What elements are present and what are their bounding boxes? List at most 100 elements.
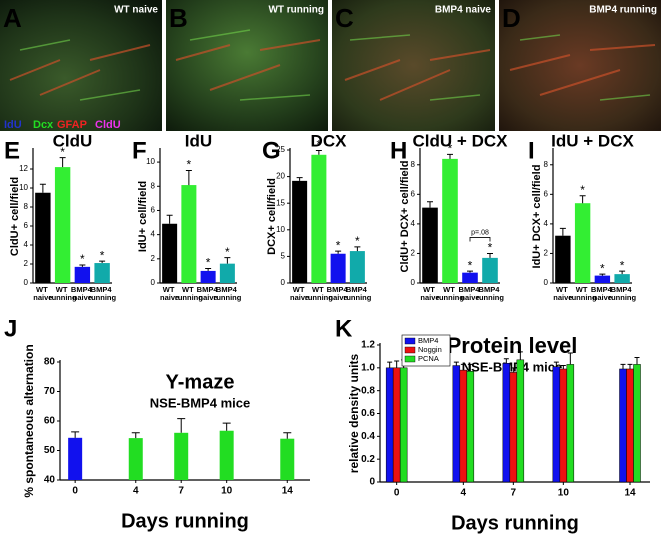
x-tick-label: BMP4 naive bbox=[459, 285, 482, 302]
x-tick-label: 14 bbox=[282, 486, 294, 497]
bar bbox=[502, 363, 511, 483]
y-axis-label: CldU+ DCX+ cell/field bbox=[399, 161, 411, 273]
micrograph bbox=[166, 0, 328, 131]
panel-letter: J bbox=[4, 315, 17, 342]
y-tick-label: 0.2 bbox=[361, 454, 375, 465]
bar bbox=[392, 367, 401, 483]
y-tick-label: 10 bbox=[146, 157, 155, 166]
y-tick-label: 0 bbox=[411, 278, 416, 287]
image-label: WT naive bbox=[114, 5, 158, 16]
y-tick-label: 8 bbox=[411, 160, 416, 169]
error-bar bbox=[579, 195, 586, 204]
y-axis-label: % spontaneous alternation bbox=[22, 344, 36, 497]
y-tick-label: 6 bbox=[24, 221, 29, 230]
error-bar bbox=[39, 183, 46, 193]
significance-star: * bbox=[580, 183, 585, 197]
x-tick-label: 0 bbox=[72, 486, 78, 497]
x-tick-label: 10 bbox=[558, 488, 570, 499]
legend-swatch bbox=[404, 337, 416, 345]
error-bar bbox=[296, 177, 303, 181]
bar bbox=[292, 180, 308, 283]
y-tick-label: 1.2 bbox=[361, 340, 375, 351]
bar bbox=[422, 207, 438, 283]
bar bbox=[174, 432, 189, 480]
legend-swatch bbox=[404, 346, 416, 354]
error-bar bbox=[447, 153, 453, 159]
bar bbox=[399, 367, 408, 483]
error-bar bbox=[79, 264, 86, 267]
bar bbox=[509, 372, 518, 483]
panel-letter: G bbox=[262, 137, 281, 164]
error-bar bbox=[131, 432, 140, 439]
image-label: BMP4 running bbox=[589, 5, 657, 16]
panel-letter: B bbox=[169, 3, 188, 33]
error-bar bbox=[224, 257, 231, 264]
x-tick-label: WT naive bbox=[420, 285, 439, 302]
panel-letter: A bbox=[3, 3, 22, 33]
error-bar bbox=[620, 363, 626, 369]
error-bar bbox=[553, 361, 559, 367]
error-bar bbox=[517, 351, 523, 360]
chart-title: Y-maze bbox=[166, 371, 235, 393]
error-bar bbox=[627, 363, 633, 369]
bar bbox=[219, 263, 235, 283]
micrograph bbox=[332, 0, 495, 131]
texture bbox=[9, 39, 656, 101]
y-tick-label: 10 bbox=[19, 183, 28, 192]
x-tick-label: WT naive bbox=[290, 285, 309, 302]
x-tick-label: WT naive bbox=[553, 285, 572, 302]
y-axis-label: DCX+ cell/field bbox=[266, 178, 278, 255]
bar bbox=[181, 185, 197, 283]
panel-letter: I bbox=[528, 137, 535, 164]
micrographs bbox=[0, 0, 661, 131]
bar bbox=[459, 369, 468, 483]
bar bbox=[462, 272, 478, 283]
y-tick-label: 80 bbox=[44, 357, 56, 368]
y-tick-label: 1.0 bbox=[361, 362, 375, 373]
error-bar bbox=[460, 363, 466, 371]
error-bar bbox=[394, 360, 400, 368]
bar bbox=[35, 192, 51, 283]
x-tick-label: WT running bbox=[49, 285, 77, 302]
error-bar bbox=[427, 201, 433, 208]
x-tick-label: BMP4 naive bbox=[197, 285, 220, 302]
y-tick-label: 2 bbox=[24, 259, 29, 268]
channel-label: GFAP bbox=[57, 119, 87, 131]
channel-label: IdU bbox=[4, 119, 22, 131]
x-tick-label: WT naive bbox=[160, 285, 179, 302]
bar bbox=[619, 368, 627, 483]
y-tick-label: 4 bbox=[411, 219, 416, 228]
chart-title: CldU + DCX bbox=[413, 131, 509, 150]
x-tick-label: 14 bbox=[624, 488, 636, 499]
bar bbox=[574, 203, 591, 283]
panel-letter: H bbox=[390, 137, 407, 164]
error-bar bbox=[222, 422, 231, 431]
chart-title: IdU + DCX bbox=[551, 131, 634, 150]
image-label: WT running bbox=[268, 5, 324, 16]
bar bbox=[555, 235, 571, 283]
y-tick-label: 25 bbox=[276, 145, 285, 154]
significance-star: * bbox=[60, 145, 65, 159]
y-tick-label: 0.6 bbox=[361, 408, 375, 419]
chart-subtitle: NSE-BMP4 mice bbox=[462, 359, 562, 374]
error-bar bbox=[567, 352, 573, 365]
y-tick-label: 5 bbox=[281, 252, 286, 261]
x-tick-label: BMP4 running bbox=[343, 285, 371, 302]
error-bar bbox=[205, 267, 212, 271]
bar bbox=[516, 359, 525, 483]
bar bbox=[68, 437, 83, 480]
image-label: BMP4 naive bbox=[435, 5, 492, 16]
y-tick-label: 0 bbox=[544, 278, 549, 287]
x-tick-label: BMP4 naive bbox=[591, 285, 614, 302]
y-tick-label: 4 bbox=[544, 219, 549, 228]
y-tick-label: 0.8 bbox=[361, 385, 375, 396]
error-bar bbox=[510, 367, 516, 373]
y-tick-label: 2 bbox=[411, 249, 416, 258]
error-bar bbox=[560, 365, 566, 369]
significance-star: * bbox=[448, 142, 453, 156]
bar bbox=[566, 364, 575, 483]
significance-star: * bbox=[468, 258, 473, 272]
error-bar bbox=[354, 246, 361, 252]
y-tick-label: 6 bbox=[151, 206, 156, 215]
